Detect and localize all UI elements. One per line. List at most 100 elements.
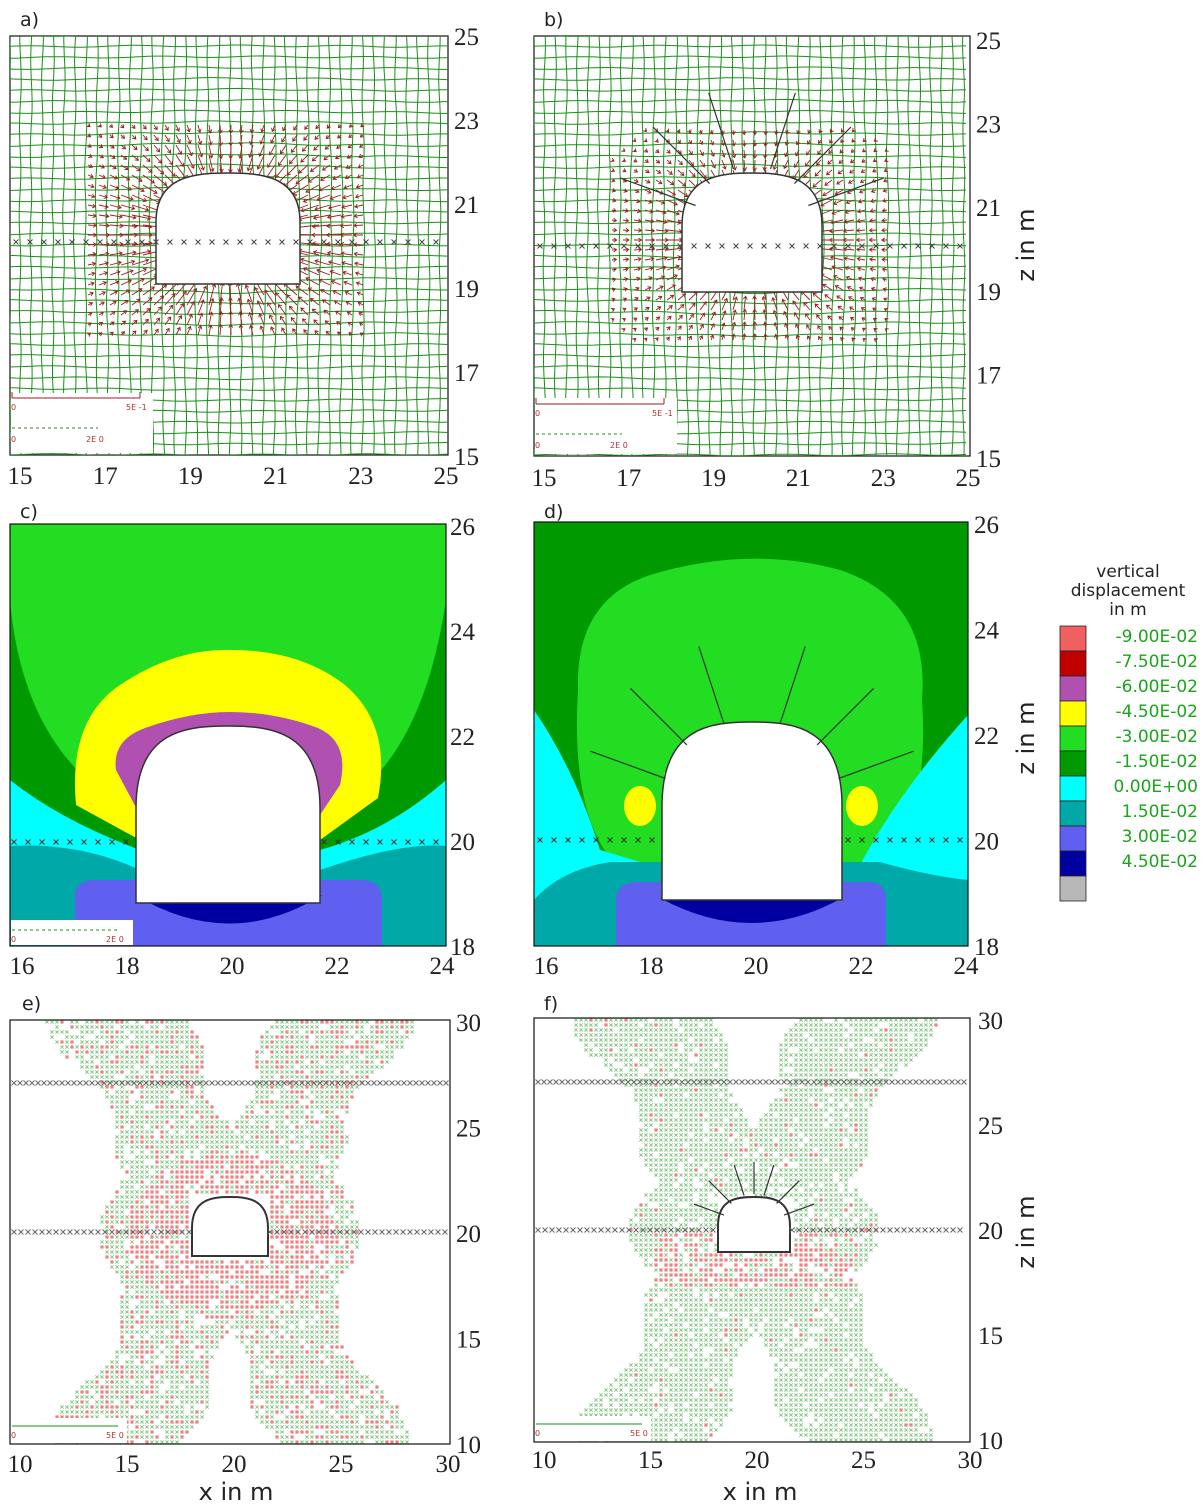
shear-failure-marker xyxy=(190,1365,194,1369)
tension-failure-marker xyxy=(320,1425,324,1429)
shear-failure-marker xyxy=(315,1100,319,1104)
joint-marker xyxy=(419,239,425,245)
displacement-vector xyxy=(153,295,165,306)
shear-failure-marker xyxy=(809,1028,813,1032)
displacement-vector xyxy=(666,149,671,154)
shear-failure-marker xyxy=(325,1420,329,1424)
shear-failure-marker xyxy=(290,1055,294,1059)
shear-failure-marker xyxy=(290,1345,294,1349)
mesh-line xyxy=(10,321,448,327)
displacement-vector xyxy=(610,307,616,313)
joint-marker xyxy=(23,1080,29,1086)
shear-failure-marker xyxy=(300,1065,304,1069)
contour-band xyxy=(624,786,656,826)
joint-marker xyxy=(29,1080,35,1086)
tension-failure-marker xyxy=(205,1300,209,1304)
joint-marker xyxy=(845,243,851,249)
shear-failure-marker xyxy=(315,1075,319,1079)
shear-failure-marker xyxy=(929,1023,933,1027)
tension-failure-marker xyxy=(170,1070,174,1074)
mesh-line xyxy=(929,36,933,456)
tension-failure-marker xyxy=(145,1260,149,1264)
displacement-vector xyxy=(358,312,364,317)
shear-failure-marker xyxy=(185,1310,189,1314)
shear-failure-marker xyxy=(245,1140,249,1144)
displacement-vector xyxy=(341,260,353,266)
tension-failure-marker xyxy=(175,1220,179,1224)
displacement-vector xyxy=(360,123,365,128)
scale-bar: 0 5E -1 0 2E 0 xyxy=(11,392,153,453)
shear-failure-marker xyxy=(355,1370,359,1374)
tension-failure-marker xyxy=(300,1295,304,1299)
displacement-vector xyxy=(783,159,789,170)
tension-failure-marker xyxy=(330,1390,334,1394)
tension-failure-marker xyxy=(95,1020,99,1024)
tension-failure-marker xyxy=(195,1285,199,1289)
shear-failure-marker xyxy=(140,1145,144,1149)
tension-failure-marker xyxy=(265,1060,269,1064)
displacement-vector xyxy=(666,209,680,216)
shear-failure-marker xyxy=(579,1018,583,1022)
displacement-vector xyxy=(109,144,115,149)
mesh-line xyxy=(416,36,420,455)
tension-failure-marker xyxy=(175,1230,179,1234)
shear-failure-marker xyxy=(295,1345,299,1349)
shear-failure-marker xyxy=(135,1415,139,1419)
tension-failure-marker xyxy=(235,1170,239,1174)
displacement-vector xyxy=(142,329,148,336)
tension-failure-marker xyxy=(190,1125,194,1129)
joint-marker xyxy=(67,1229,73,1235)
tension-failure-marker xyxy=(285,1170,289,1174)
shear-failure-marker xyxy=(275,1430,279,1434)
tension-failure-marker xyxy=(315,1200,319,1204)
tension-failure-marker xyxy=(120,1020,124,1024)
tension-failure-marker xyxy=(325,1260,329,1264)
tension-failure-marker xyxy=(140,1315,144,1319)
shear-failure-marker xyxy=(60,1050,64,1054)
joint-marker xyxy=(195,239,201,245)
shear-failure-marker xyxy=(135,1175,139,1179)
shear-failure-marker xyxy=(190,1155,194,1159)
displacement-vector xyxy=(851,138,856,143)
shear-failure-marker xyxy=(325,1325,329,1329)
shear-failure-marker xyxy=(115,1040,119,1044)
mesh-line xyxy=(10,44,448,48)
shear-failure-marker xyxy=(90,1050,94,1054)
shear-failure-marker xyxy=(250,1345,254,1349)
shear-failure-marker xyxy=(265,1375,269,1379)
tension-failure-marker xyxy=(175,1320,179,1324)
shear-failure-marker xyxy=(295,1425,299,1429)
shear-failure-marker xyxy=(185,1095,189,1099)
shear-failure-marker xyxy=(365,1385,369,1389)
tension-failure-marker xyxy=(155,1240,159,1244)
shear-failure-marker xyxy=(260,1415,264,1419)
displacement-vector xyxy=(98,174,106,179)
mesh-line xyxy=(534,77,967,81)
tension-failure-marker xyxy=(270,1210,274,1214)
shear-failure-marker xyxy=(315,1295,319,1299)
tension-failure-marker xyxy=(350,1420,354,1424)
shear-failure-marker xyxy=(624,1033,628,1037)
displacement-vector xyxy=(817,149,822,155)
tension-failure-marker xyxy=(345,1045,349,1049)
tension-failure-marker xyxy=(195,1110,199,1114)
displacement-vector xyxy=(829,228,844,234)
tension-failure-marker xyxy=(185,1430,189,1434)
tension-failure-marker xyxy=(105,1085,109,1089)
shear-failure-marker xyxy=(255,1410,259,1414)
shear-failure-marker xyxy=(165,1090,169,1094)
y-tick-label: 25 xyxy=(454,24,479,51)
shear-failure-marker xyxy=(160,1380,164,1384)
shear-failure-marker xyxy=(120,1400,124,1404)
shear-failure-marker xyxy=(285,1395,289,1399)
rock-bolt xyxy=(652,126,711,185)
displacement-vector xyxy=(298,296,309,306)
shear-failure-marker xyxy=(350,1055,354,1059)
shear-failure-marker xyxy=(145,1400,149,1404)
tension-failure-marker xyxy=(275,1140,279,1144)
shear-failure-marker xyxy=(315,1060,319,1064)
tension-failure-marker xyxy=(275,1265,279,1269)
tension-failure-marker xyxy=(340,1095,344,1099)
shear-failure-marker xyxy=(340,1085,344,1089)
